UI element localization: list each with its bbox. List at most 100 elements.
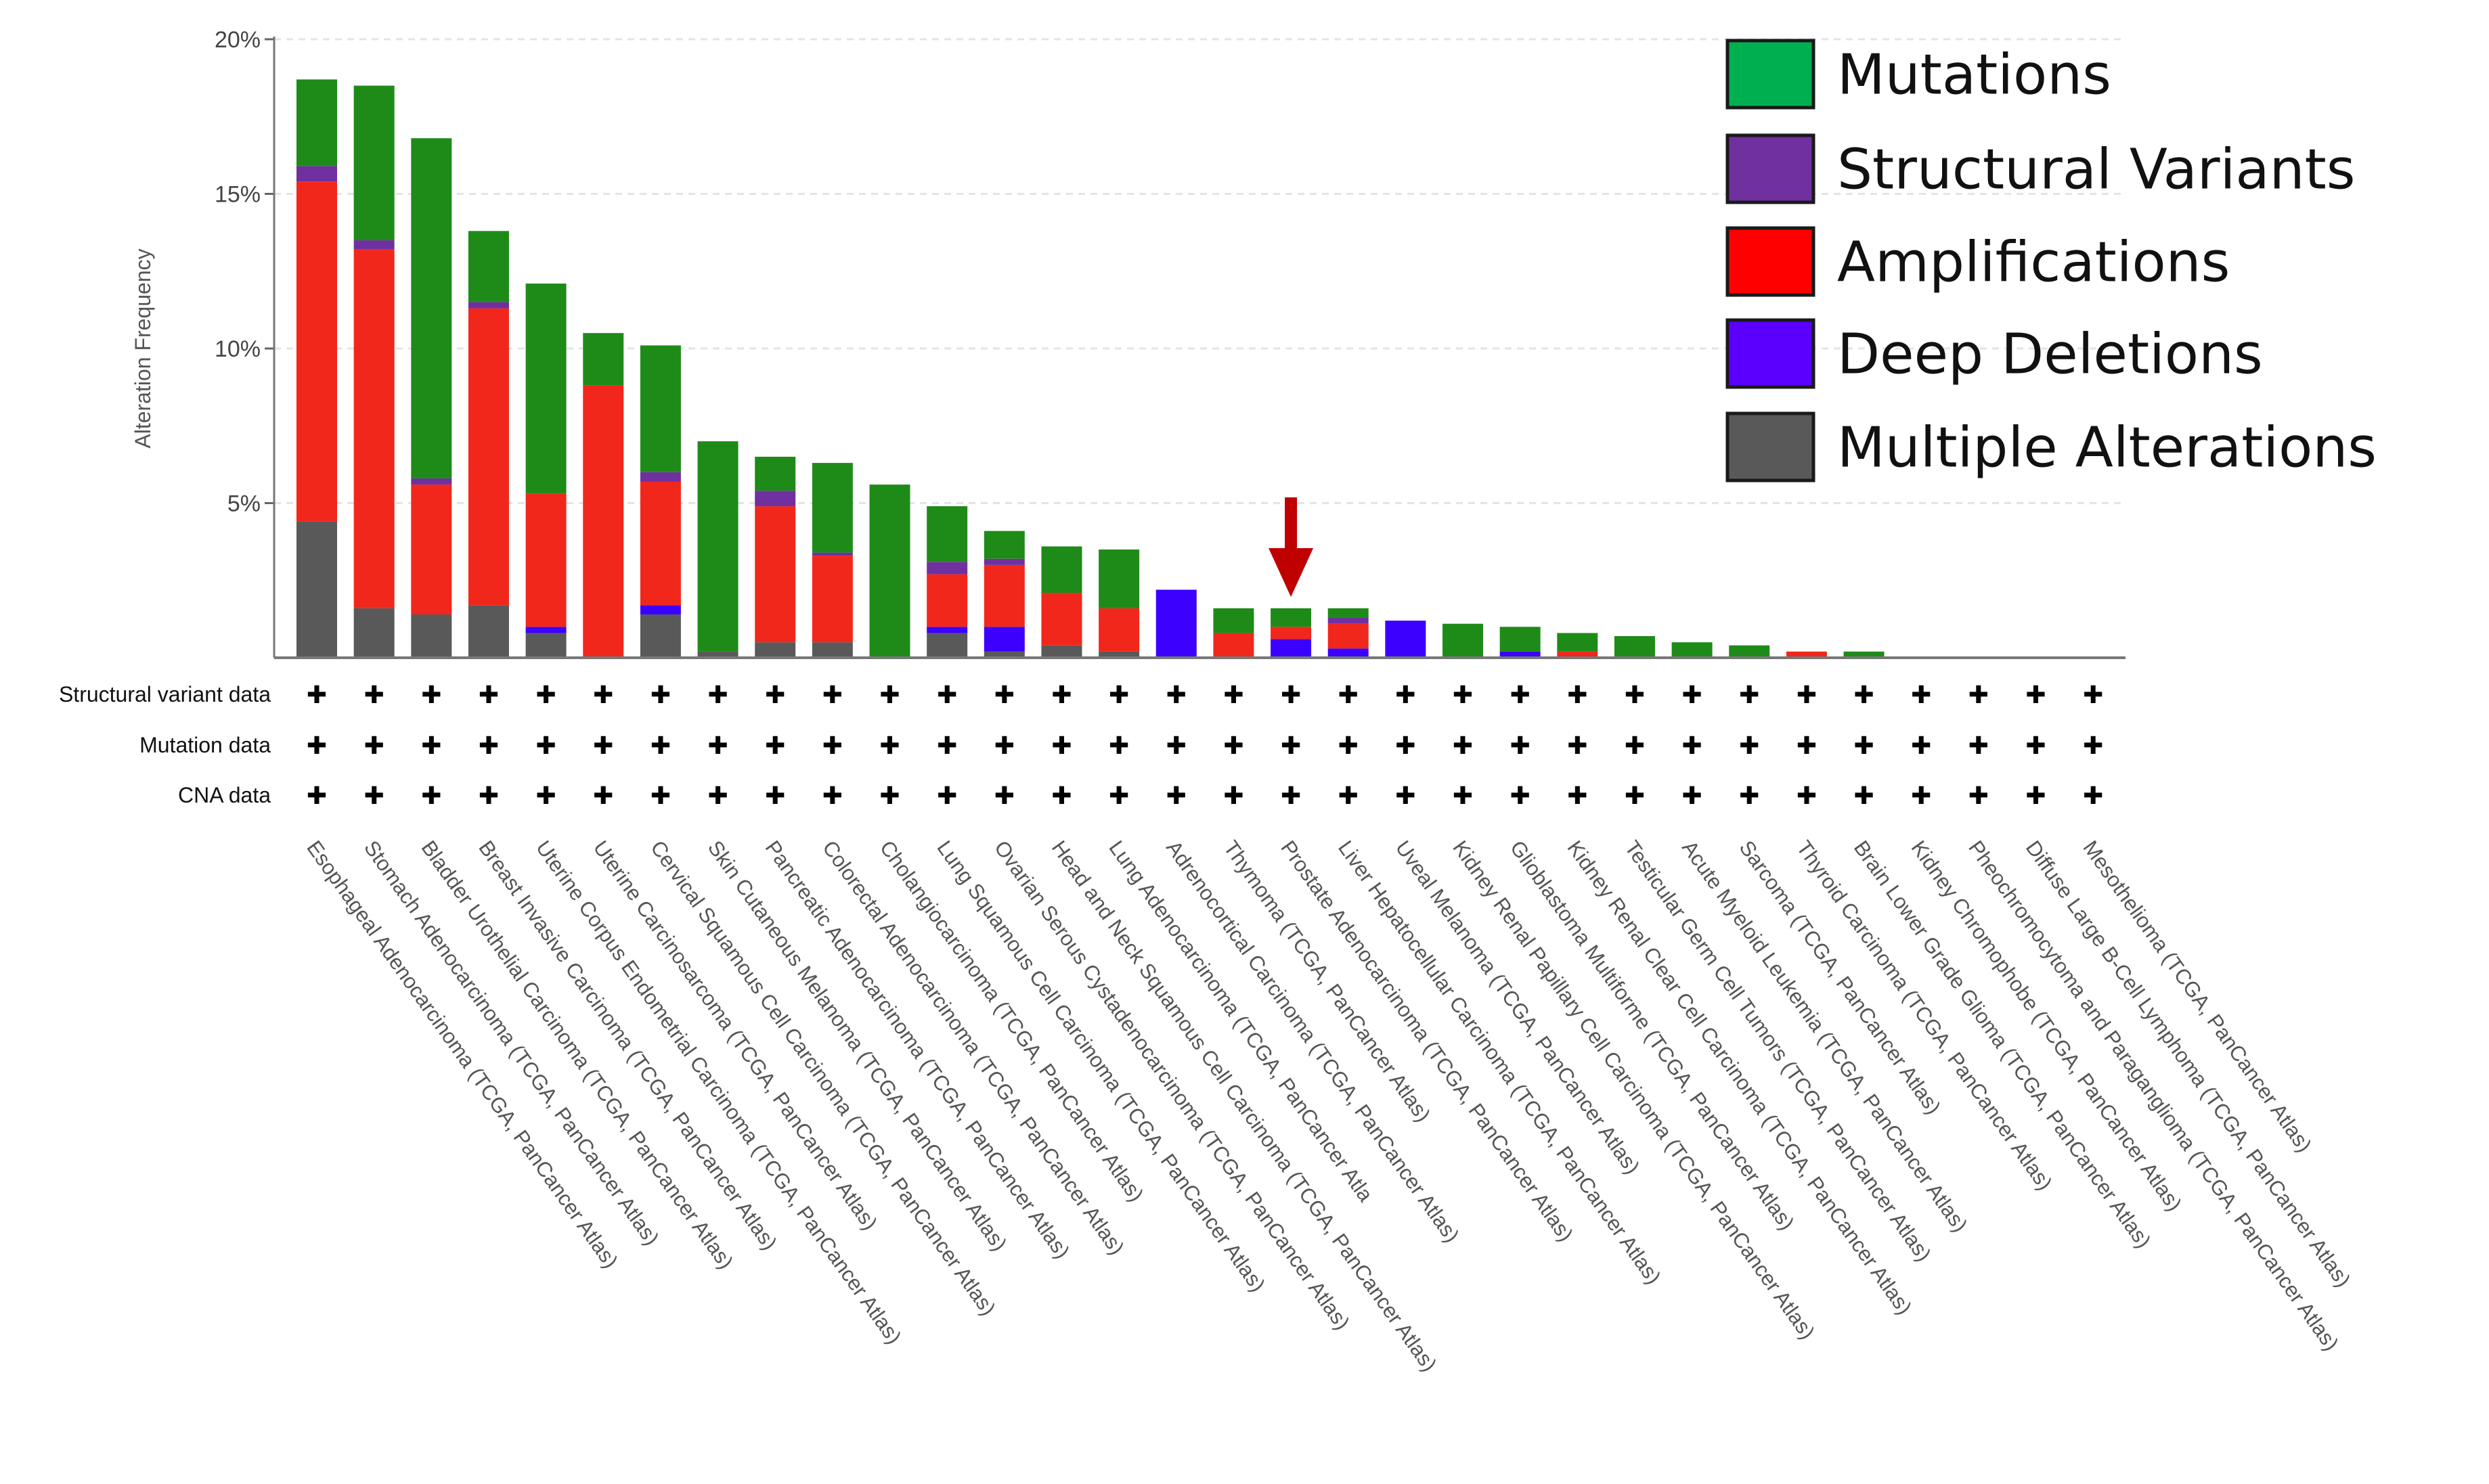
bar-deep-deletions[interactable] [640, 605, 681, 615]
bar-structural-variants[interactable] [812, 552, 853, 556]
bar-amplifications[interactable] [927, 574, 968, 627]
data-available-plus-icon: ✚ [1739, 782, 1759, 810]
bar-multiple-alterations[interactable] [468, 605, 509, 658]
bar-mutations[interactable] [640, 345, 681, 472]
bar-mutations[interactable] [927, 506, 968, 562]
bar-mutations[interactable] [1614, 636, 1655, 658]
bar-multiple-alterations[interactable] [640, 614, 681, 658]
bar-mutations[interactable] [1271, 608, 1312, 627]
bar-multiple-alterations[interactable] [755, 642, 796, 658]
data-available-plus-icon: ✚ [1911, 782, 1931, 810]
bar-mutations[interactable] [1557, 633, 1598, 652]
bar-multiple-alterations[interactable] [1041, 645, 1082, 658]
bar-multiple-alterations[interactable] [525, 633, 567, 658]
bar-multiple-alterations[interactable] [927, 633, 968, 658]
bar-amplifications[interactable] [296, 181, 337, 522]
data-available-plus-icon: ✚ [822, 681, 843, 709]
bar-deep-deletions[interactable] [1271, 639, 1312, 658]
bar-multiple-alterations[interactable] [1099, 651, 1140, 658]
bar-mutations[interactable] [869, 485, 910, 658]
bar-mutations[interactable] [697, 441, 739, 652]
legend-label-amplifications: Amplifications [1837, 231, 2230, 295]
data-available-plus-icon: ✚ [536, 782, 556, 810]
bar-mutations[interactable] [755, 456, 796, 491]
legend-label-deep-deletions: Deep Deletions [1837, 323, 2263, 387]
bar-deep-deletions[interactable] [1499, 651, 1541, 658]
bar-mutations[interactable] [812, 463, 853, 553]
legend-label-structural-variants: Structural Variants [1837, 138, 2355, 202]
bar-mutations[interactable] [468, 231, 509, 302]
y-tick-label: 15% [215, 182, 261, 208]
bar-mutations[interactable] [525, 284, 567, 494]
bar-amplifications[interactable] [984, 564, 1025, 627]
data-available-plus-icon: ✚ [479, 782, 499, 810]
bar-structural-variants[interactable] [927, 562, 968, 575]
bar-mutations[interactable] [984, 531, 1025, 559]
bar-amplifications[interactable] [353, 249, 395, 608]
bar-multiple-alterations[interactable] [984, 651, 1025, 658]
bar-mutations[interactable] [1213, 608, 1254, 633]
bar-structural-variants[interactable] [296, 166, 337, 182]
bar-structural-variants[interactable] [755, 491, 796, 507]
bar-multiple-alterations[interactable] [296, 521, 337, 658]
bar-structural-variants[interactable] [1327, 617, 1369, 624]
bar-amplifications[interactable] [812, 556, 853, 643]
bar-mutations[interactable] [1041, 546, 1082, 593]
bar-deep-deletions[interactable] [1327, 648, 1369, 658]
bars [296, 79, 1885, 658]
bar-mutations[interactable] [1327, 608, 1369, 618]
bar-mutations[interactable] [353, 85, 395, 241]
bar-amplifications[interactable] [1557, 651, 1598, 658]
bar-deep-deletions[interactable] [525, 627, 567, 633]
bar-mutations[interactable] [1499, 627, 1541, 652]
bar-amplifications[interactable] [1786, 651, 1827, 658]
bar-mutations[interactable] [1442, 623, 1483, 658]
bar-structural-variants[interactable] [984, 558, 1025, 565]
bar-mutations[interactable] [1843, 651, 1885, 658]
bar-structural-variants[interactable] [640, 472, 681, 482]
bar-structural-variants[interactable] [411, 478, 452, 485]
bar-multiple-alterations[interactable] [812, 642, 853, 658]
bar-amplifications[interactable] [411, 485, 452, 615]
bar-mutations[interactable] [1729, 645, 1770, 658]
bar-structural-variants[interactable] [353, 240, 395, 250]
bar-amplifications[interactable] [525, 493, 567, 627]
data-available-plus-icon: ✚ [1739, 681, 1759, 709]
bar-multiple-alterations[interactable] [697, 651, 739, 658]
bar-mutations[interactable] [1099, 549, 1140, 608]
bar-mutations[interactable] [1671, 642, 1713, 658]
bar-amplifications[interactable] [468, 308, 509, 606]
bar-amplifications[interactable] [1327, 623, 1369, 649]
data-available-plus-icon: ✚ [1453, 732, 1473, 760]
bar-amplifications[interactable] [1041, 593, 1082, 646]
bar-deep-deletions[interactable] [1385, 621, 1426, 658]
bar-amplifications[interactable] [755, 506, 796, 643]
data-available-plus-icon: ✚ [1853, 681, 1874, 709]
bar-amplifications[interactable] [1213, 633, 1254, 658]
data-available-plus-icon: ✚ [1109, 782, 1129, 810]
bar-mutations[interactable] [583, 333, 624, 386]
data-available-plus-icon: ✚ [536, 681, 556, 709]
bar-deep-deletions[interactable] [927, 627, 968, 633]
data-available-plus-icon: ✚ [1166, 681, 1187, 709]
bar-mutations[interactable] [296, 79, 337, 166]
bar-amplifications[interactable] [1271, 627, 1312, 639]
bar-deep-deletions[interactable] [984, 627, 1025, 652]
bar-multiple-alterations[interactable] [353, 608, 395, 658]
data-available-plus-icon: ✚ [1338, 681, 1359, 709]
bar-mutations[interactable] [411, 138, 452, 478]
bar-amplifications[interactable] [640, 481, 681, 606]
bar-amplifications[interactable] [1099, 608, 1140, 652]
data-available-plus-icon: ✚ [536, 732, 556, 760]
data-available-plus-icon: ✚ [1911, 681, 1931, 709]
data-available-plus-icon: ✚ [364, 782, 384, 810]
data-available-plus-icon: ✚ [765, 732, 785, 760]
data-available-plus-icon: ✚ [2083, 732, 2103, 760]
bar-deep-deletions[interactable] [1155, 589, 1197, 658]
data-available-plus-icon: ✚ [651, 732, 671, 760]
bar-amplifications[interactable] [583, 385, 624, 658]
bar-structural-variants[interactable] [468, 302, 509, 309]
data-available-plus-icon: ✚ [1395, 732, 1415, 760]
data-available-plus-icon: ✚ [822, 732, 843, 760]
bar-multiple-alterations[interactable] [411, 614, 452, 658]
